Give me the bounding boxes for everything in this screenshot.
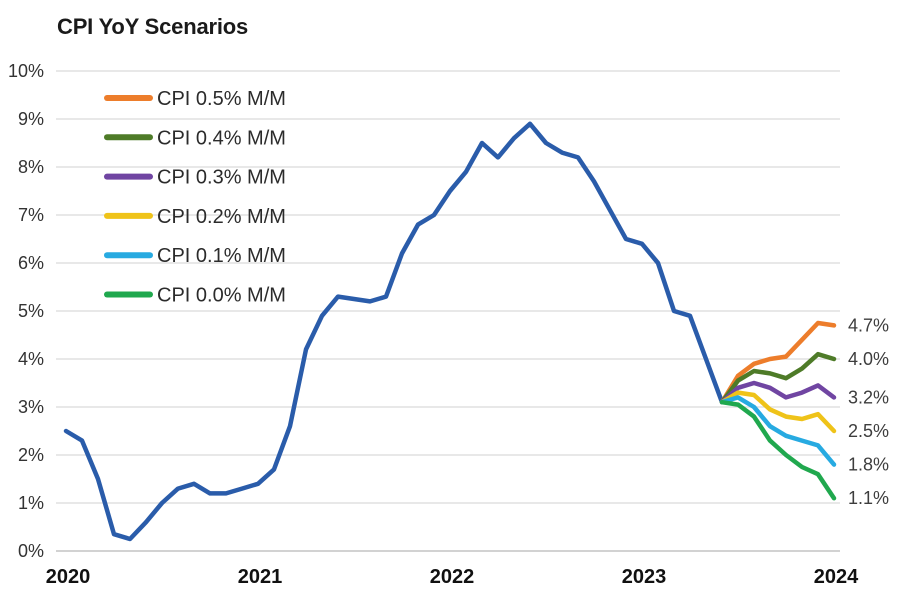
y-axis-label: 0% <box>18 541 44 561</box>
y-axis-label: 5% <box>18 301 44 321</box>
scenario-line-2 <box>719 380 837 405</box>
legend-label: CPI 0.3% M/M <box>157 167 286 189</box>
x-axis-label: 2024 <box>814 566 859 588</box>
end-value-label: 4.0% <box>848 349 889 369</box>
y-axis-label: 10% <box>8 61 44 81</box>
end-value-label: 4.7% <box>848 315 889 335</box>
scenario-line-4 <box>719 395 837 467</box>
end-value-label: 2.5% <box>848 421 889 441</box>
y-axis-label: 8% <box>18 157 44 177</box>
y-axis-label: 1% <box>18 493 44 513</box>
y-axis-label: 2% <box>18 445 44 465</box>
legend-label: CPI 0.2% M/M <box>157 206 286 228</box>
legend-label: CPI 0.5% M/M <box>157 88 286 110</box>
x-axis-label: 2021 <box>238 566 283 588</box>
scenario-line-1 <box>719 351 837 405</box>
y-axis-label: 6% <box>18 253 44 273</box>
y-axis-label: 3% <box>18 397 44 417</box>
y-axis-label: 9% <box>18 109 44 129</box>
end-value-label: 1.8% <box>848 455 889 475</box>
x-axis-label: 2023 <box>622 566 667 588</box>
end-value-label: 3.2% <box>848 387 889 407</box>
scenario-line-3 <box>719 390 837 434</box>
x-axis-label: 2020 <box>46 566 91 588</box>
scenario-line-0 <box>719 320 837 405</box>
legend-label: CPI 0.0% M/M <box>157 285 286 307</box>
legend-label: CPI 0.4% M/M <box>157 127 286 149</box>
legend-label: CPI 0.1% M/M <box>157 245 286 267</box>
x-axis-label: 2022 <box>430 566 475 588</box>
scenario-line-5 <box>719 399 837 501</box>
history-line <box>63 121 725 542</box>
y-axis-label: 7% <box>18 205 44 225</box>
chart-title: CPI YoY Scenarios <box>57 14 249 39</box>
y-axis-label: 4% <box>18 349 44 369</box>
end-value-label: 1.1% <box>848 488 889 508</box>
